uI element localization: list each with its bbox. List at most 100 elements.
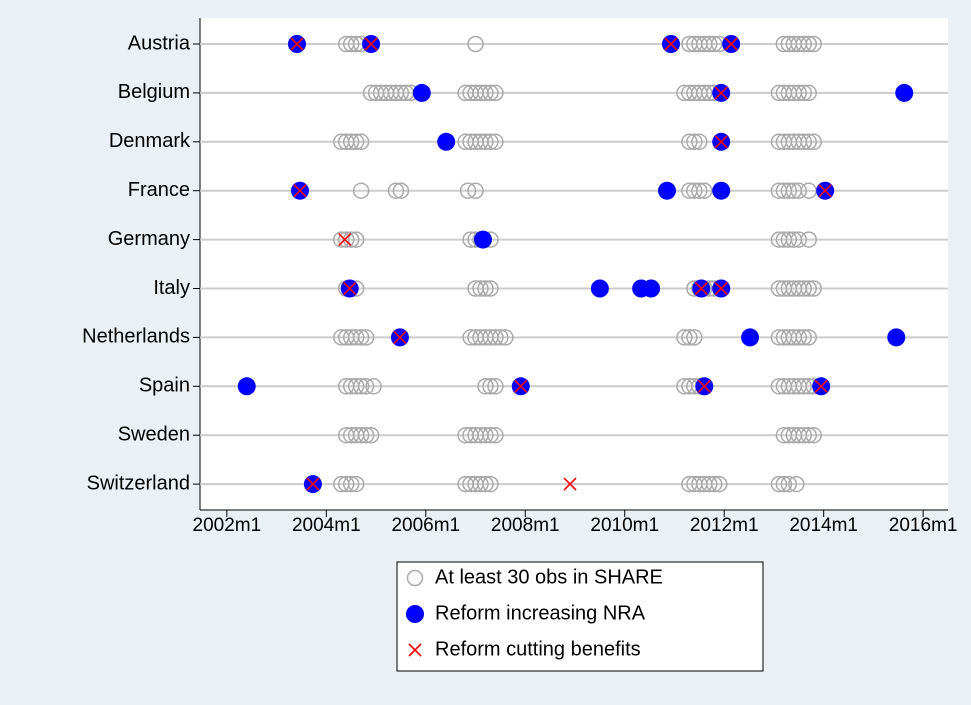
point <box>800 280 817 297</box>
point <box>788 475 805 493</box>
point <box>795 280 813 297</box>
legend <box>396 561 764 672</box>
point <box>706 35 723 53</box>
point <box>482 133 499 151</box>
y-tick-label: Denmark <box>109 130 191 152</box>
point <box>290 37 304 51</box>
point <box>780 475 798 493</box>
point <box>362 426 380 444</box>
point <box>352 133 370 151</box>
point <box>701 475 718 493</box>
point <box>696 182 713 199</box>
point <box>357 378 375 395</box>
x-tick-label: 2016m1 <box>889 515 958 536</box>
point <box>563 477 577 491</box>
legend-marker <box>406 605 424 623</box>
point <box>487 426 504 444</box>
point <box>293 184 307 198</box>
point <box>352 182 370 199</box>
point <box>658 181 677 200</box>
legend-marker <box>408 643 422 657</box>
point <box>696 84 713 102</box>
point <box>347 133 365 151</box>
point <box>686 329 703 346</box>
legend-label: At least 30 obs in SHARE <box>435 566 663 588</box>
point <box>482 475 499 493</box>
point <box>392 182 410 199</box>
point <box>343 281 357 296</box>
y-tick-label: Italy <box>153 277 190 299</box>
point <box>352 329 370 346</box>
point <box>237 377 256 396</box>
x-tick-label: 2006m1 <box>391 515 460 536</box>
point <box>347 329 365 346</box>
point <box>472 475 489 493</box>
point <box>800 133 817 151</box>
point <box>795 133 813 151</box>
y-tick-label: Germany <box>108 228 190 250</box>
point <box>710 475 728 493</box>
point <box>714 135 728 149</box>
point <box>780 231 798 248</box>
point <box>795 329 813 346</box>
y-tick-label: Spain <box>139 375 190 397</box>
y-tick-label: Belgium <box>118 81 190 103</box>
point <box>818 184 832 198</box>
point <box>482 426 499 444</box>
point <box>780 182 798 199</box>
point <box>467 182 484 199</box>
point <box>697 379 711 393</box>
point <box>347 475 365 493</box>
point <box>775 475 793 493</box>
y-tick-label: Netherlands <box>82 326 190 348</box>
point <box>805 426 822 444</box>
point <box>472 280 489 297</box>
x-tick-label: 2012m1 <box>690 515 759 536</box>
point <box>393 330 407 344</box>
point <box>357 426 375 444</box>
point <box>676 329 693 346</box>
point <box>437 132 456 151</box>
point <box>701 35 718 53</box>
point <box>590 279 609 298</box>
point <box>691 182 708 199</box>
point <box>895 83 914 102</box>
point <box>467 35 484 53</box>
x-tick-label: 2010m1 <box>590 515 659 536</box>
point <box>412 83 431 102</box>
x-tick-label: 2002m1 <box>193 515 262 536</box>
point <box>686 133 703 151</box>
point <box>477 475 494 493</box>
point <box>365 378 382 395</box>
point <box>790 329 808 346</box>
point <box>492 329 509 346</box>
point <box>352 378 370 395</box>
legend-label: Reform cutting benefits <box>435 638 641 660</box>
point <box>364 37 378 51</box>
point <box>487 329 504 346</box>
point <box>459 182 477 199</box>
point <box>800 231 817 248</box>
point <box>805 280 822 297</box>
point <box>706 475 723 493</box>
point <box>337 475 355 493</box>
point <box>338 233 352 247</box>
point <box>681 329 698 346</box>
point <box>337 231 355 248</box>
legend-marker <box>406 569 424 587</box>
legend-label: Reform increasing NRA <box>435 602 646 624</box>
point <box>664 37 678 51</box>
point <box>800 35 817 53</box>
point <box>712 181 731 200</box>
point <box>805 35 822 53</box>
point <box>741 328 760 347</box>
point <box>887 328 906 347</box>
point <box>800 84 817 102</box>
y-tick-label: Sweden <box>118 423 190 445</box>
point <box>347 231 365 248</box>
point <box>686 182 703 199</box>
point <box>790 231 808 248</box>
point <box>790 84 808 102</box>
point <box>694 281 708 296</box>
